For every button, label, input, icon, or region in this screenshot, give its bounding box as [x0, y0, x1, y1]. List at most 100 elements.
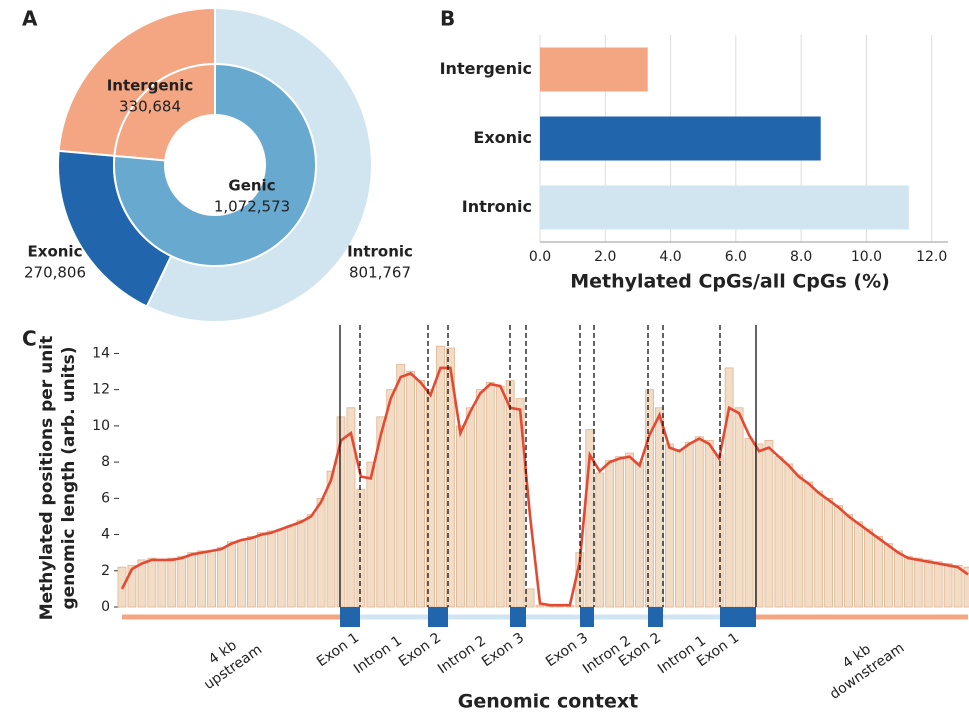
- bar: [794, 474, 804, 608]
- region: [510, 607, 526, 627]
- region: [122, 614, 340, 620]
- bar: [923, 559, 933, 608]
- bar: [376, 416, 386, 608]
- y-tick-label: Intronic: [462, 197, 532, 216]
- x-tick-label: 6.0: [725, 249, 747, 265]
- y-tick-label: 12: [92, 382, 110, 398]
- bar: [704, 439, 714, 608]
- bar: [455, 425, 465, 608]
- bar: [227, 541, 236, 608]
- bar: [645, 389, 654, 608]
- bar: [625, 452, 634, 608]
- region-label-line: Exon 3: [479, 630, 527, 670]
- bar: [933, 561, 943, 608]
- region: [360, 614, 428, 620]
- bar: [754, 443, 764, 608]
- bar: [844, 514, 853, 608]
- bar: [605, 459, 615, 608]
- y-tick-label: Intergenic: [440, 59, 532, 78]
- region-label: 4 kbupstream: [191, 627, 265, 693]
- bar: [386, 389, 396, 608]
- bar: [883, 543, 893, 608]
- bar: [296, 519, 306, 608]
- region: [340, 607, 360, 627]
- region: [663, 614, 720, 620]
- bar: [540, 47, 648, 92]
- bar: [396, 363, 406, 608]
- bar: [366, 461, 376, 608]
- bar: [197, 550, 207, 608]
- bar: [774, 456, 784, 608]
- donut-slice: [113, 62, 317, 267]
- region-label: Exon 3: [479, 630, 527, 670]
- region: [720, 607, 756, 627]
- bar: [436, 345, 445, 608]
- region: [580, 607, 594, 627]
- slice-name: Intronic: [347, 243, 413, 261]
- bar: [446, 347, 455, 608]
- bar: [943, 563, 953, 608]
- bar: [416, 380, 425, 608]
- bar: [495, 385, 505, 608]
- bar: [744, 438, 754, 608]
- bar: [137, 559, 147, 608]
- bar: [286, 525, 296, 608]
- x-tick-label: 4.0: [659, 249, 681, 265]
- bar: [187, 552, 197, 608]
- slice-value: 330,684: [119, 98, 181, 116]
- y-tick-label: Exonic: [473, 128, 532, 147]
- bar: [256, 532, 266, 608]
- region: [648, 607, 663, 627]
- region: [756, 614, 968, 620]
- y-tick-label: 14: [92, 345, 110, 361]
- y-tick-label: 4: [101, 527, 110, 543]
- bar: [217, 546, 226, 608]
- slice-name: Genic: [228, 177, 275, 195]
- bar: [893, 550, 903, 608]
- x-tick-label: 2.0: [594, 249, 616, 265]
- bar: [485, 382, 495, 608]
- donut-slice: [113, 62, 216, 162]
- bar: [615, 456, 625, 608]
- bar: [864, 528, 873, 608]
- slice-value: 801,767: [349, 264, 411, 282]
- region: [448, 614, 510, 620]
- bar: [276, 528, 286, 608]
- x-tick-label: 8.0: [790, 249, 812, 265]
- y-axis-title-line: Methylated positions per unit: [37, 336, 57, 621]
- bar: [963, 566, 969, 608]
- region-label: 4 kbdownstream: [817, 625, 908, 703]
- bar: [157, 559, 167, 608]
- bar: [854, 521, 863, 608]
- region: [428, 607, 448, 627]
- bar: [804, 481, 814, 608]
- y-tick-label: 6: [101, 490, 110, 506]
- bar: [207, 550, 216, 608]
- bar: [406, 371, 416, 608]
- bar: [535, 604, 545, 608]
- y-tick-label: 0: [101, 599, 110, 615]
- bar: [764, 439, 774, 608]
- slice-name: Exonic: [28, 243, 83, 261]
- bar: [903, 555, 913, 608]
- bar: [540, 116, 821, 161]
- slice-name: Intergenic: [107, 77, 194, 95]
- bar: [674, 449, 684, 608]
- bar: [824, 497, 834, 608]
- bar: [177, 555, 187, 608]
- bar: [724, 367, 734, 608]
- x-tick-label: 0.0: [529, 249, 551, 265]
- y-tick-label: 10: [92, 418, 110, 434]
- bar: [525, 588, 535, 608]
- bar: [814, 490, 824, 608]
- bar: [734, 407, 744, 608]
- x-tick-label: 12.0: [916, 249, 947, 265]
- slice-value: 1,072,573: [214, 198, 290, 216]
- bar: [595, 472, 605, 608]
- bar: [714, 454, 724, 608]
- bar: [246, 535, 256, 608]
- panel-label: A: [22, 7, 38, 31]
- bar: [475, 389, 485, 608]
- bar: [684, 441, 694, 608]
